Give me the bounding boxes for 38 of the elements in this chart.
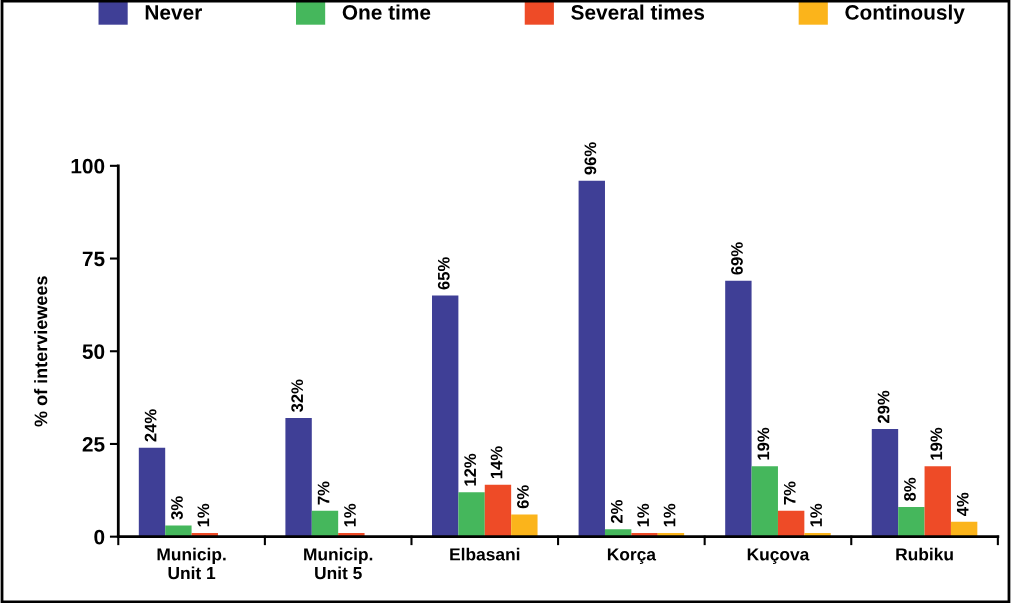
x-tick-label: Municip. Unit 1 xyxy=(157,547,226,580)
x-tick-label: Kuçova xyxy=(747,548,810,564)
data-label: 19% xyxy=(757,427,770,460)
x-tick-label: Elbasani xyxy=(450,547,520,561)
legend-label: Never xyxy=(145,5,202,20)
data-label: 19% xyxy=(930,427,943,460)
legend-label: Several times xyxy=(571,4,705,20)
data-label: 32% xyxy=(291,379,304,413)
data-label: 1% xyxy=(197,503,210,527)
data-label: 3% xyxy=(171,496,183,520)
y-tick-label: 100 xyxy=(71,158,105,174)
data-label: 6% xyxy=(517,485,529,509)
data-label: 29% xyxy=(877,390,890,423)
data-label: 1% xyxy=(637,503,649,527)
data-label: 96% xyxy=(584,142,597,175)
data-label: 14% xyxy=(490,446,503,479)
data-label: 2% xyxy=(610,500,623,524)
data-label: 69% xyxy=(731,242,743,275)
data-label: 12% xyxy=(464,453,477,486)
y-axis-title: % of interviewees xyxy=(34,276,48,427)
data-label: 24% xyxy=(144,409,157,442)
data-label: 7% xyxy=(783,481,796,505)
x-tick-label: Rubiku xyxy=(896,547,953,561)
data-label: 1% xyxy=(344,503,356,527)
y-tick-label: 75 xyxy=(82,251,105,267)
data-label: 8% xyxy=(904,477,916,501)
legend-label: One time xyxy=(342,4,431,20)
y-tick-label: 25 xyxy=(82,436,105,452)
data-label: 1% xyxy=(663,503,676,527)
data-label: 4% xyxy=(956,492,969,517)
y-tick-label: 50 xyxy=(82,344,105,359)
legend-label: Continously xyxy=(845,4,965,24)
data-label: 65% xyxy=(437,257,450,290)
y-tick-label: 0 xyxy=(94,529,105,545)
data-label: 7% xyxy=(317,481,330,505)
x-tick-label: Municip. Unit 5 xyxy=(304,547,373,580)
x-tick-label: Korça xyxy=(607,548,657,564)
data-label: 1% xyxy=(810,503,822,527)
